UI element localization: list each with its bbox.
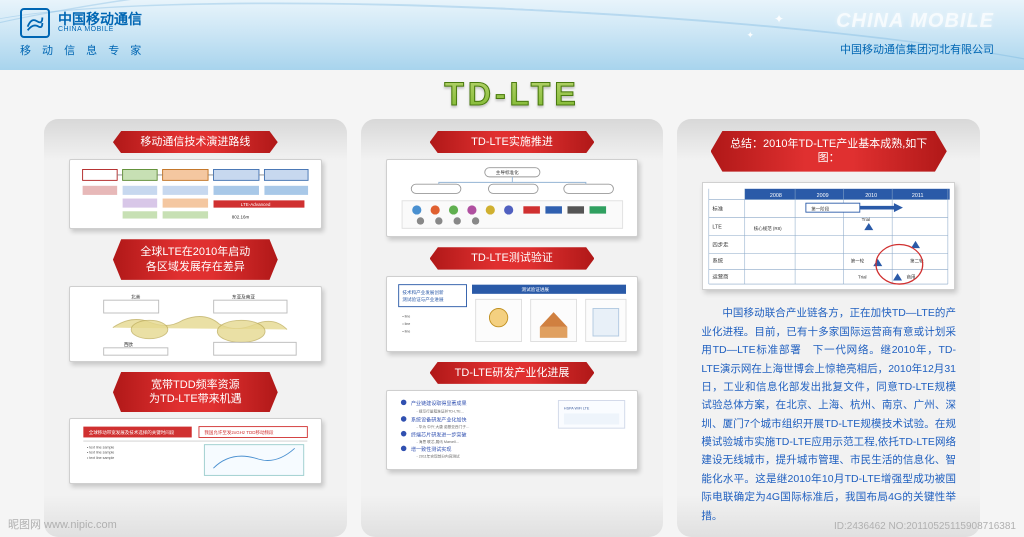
svg-text:技术和产业发展创新: 技术和产业发展创新: [402, 288, 444, 295]
logo-text-en: CHINA MOBILE: [58, 26, 142, 34]
svg-text:• line: • line: [402, 314, 410, 318]
svg-text:第一阶段: 第一阶段: [812, 205, 830, 212]
summary-body: 中国移动联合产业链各方，正在加快TD—LTE的产业化进程。目前，已有十多家国际运…: [691, 300, 966, 525]
svg-text:运营商: 运营商: [713, 272, 730, 280]
svg-text:2008: 2008: [770, 192, 782, 198]
banner-summary: 总结：2010年TD-LTE产业基本成熟,如下图：: [711, 131, 947, 172]
title-text: TD-LTE: [444, 76, 579, 112]
svg-text:HSPA WiFi LTE: HSPA WiFi LTE: [564, 407, 590, 411]
company-name: 中国移动通信集团河北有限公司: [836, 41, 994, 57]
banner-test: TD-LTE测试验证: [430, 247, 595, 269]
star-icon: ✦: [746, 30, 754, 41]
banner-global-lte: 全球LTE在2010年启动 各区域发展存在差异: [113, 239, 278, 280]
svg-text:测试验证进展: 测试验证进展: [521, 286, 549, 293]
svg-text:核心规范 (R8): 核心规范 (R8): [754, 225, 782, 232]
svg-text:• text line sample: • text line sample: [87, 457, 114, 461]
thumb-worldmap: 北美 东亚及南亚 西欧: [69, 286, 322, 362]
column-2: TD-LTE实施推进 主导标准化 TD-LTE测试验证: [361, 119, 664, 537]
logo-block: 中国移动通信 CHINA MOBILE: [20, 8, 142, 38]
svg-text:我国允许至发2xGHz TDD移动频段: 我国允许至发2xGHz TDD移动频段: [204, 429, 274, 436]
svg-text:系统: 系统: [713, 256, 724, 264]
svg-text:系统设备研发产业化加快: 系统设备研发产业化加快: [411, 417, 467, 424]
svg-text:802.16m: 802.16m: [232, 215, 250, 220]
image-id: ID:2436462 NO:20110525115908716381: [834, 521, 1016, 532]
svg-text:全球移动带宽发展及技术选择的关键时间段: 全球移动带宽发展及技术选择的关键时间段: [89, 429, 175, 436]
thumb-impl: 主导标准化: [386, 159, 639, 237]
timeline-chart: 2008 2009 2010 2011: [702, 182, 955, 291]
thumb-roadmap: LTE-Advanced 802.16m: [69, 159, 322, 229]
ghost-brand: CHINA MOBILE: [836, 10, 994, 33]
svg-text:2011: 2011: [912, 192, 924, 198]
svg-text:东亚及南亚: 东亚及南亚: [232, 293, 255, 300]
svg-text:2009: 2009: [817, 192, 829, 198]
banner-evolution: 移动通信技术演进路线: [113, 131, 278, 153]
svg-text:北美: 北美: [131, 293, 141, 300]
thumb-tdd: 全球移动带宽发展及技术选择的关键时间段 我国允许至发2xGHz TDD移动频段 …: [69, 418, 322, 484]
svg-text:• text line sample: • text line sample: [87, 451, 114, 455]
column-3: 总结：2010年TD-LTE产业基本成熟,如下图： 2008 2009 2010…: [677, 119, 980, 537]
svg-text:终端芯片研发进一步突破: 终端芯片研发进一步突破: [411, 431, 467, 438]
china-mobile-logo-icon: [20, 8, 50, 38]
svg-text:测试验证与产业进展: 测试验证与产业进展: [402, 296, 444, 303]
svg-text:四步走: 四步走: [713, 241, 730, 248]
svg-text:产业链建设取得显著成果: 产业链建设取得显著成果: [411, 400, 467, 407]
summary-paragraph: 中国移动联合产业链各方，正在加快TD—LTE的产业化进程。目前，已有十多家国际运…: [701, 304, 956, 525]
star-icon: ✦: [774, 12, 784, 26]
logo-text-cn: 中国移动通信: [58, 12, 142, 26]
page-title: TD-LTE: [0, 76, 1024, 113]
svg-text:- 2011年实现部分内容测试: - 2011年实现部分内容测试: [416, 454, 460, 459]
watermark: 昵图网 www.nipic.com: [8, 516, 117, 532]
header-banner: ✦ ✦ 中国移动通信 CHINA MOBILE 移 动 信 息 专 家 CHIN…: [0, 0, 1024, 70]
svg-text:- 规写行量程准证并TD-LTE…: - 规写行量程准证并TD-LTE…: [416, 408, 464, 413]
svg-text:• text line sample: • text line sample: [87, 446, 114, 450]
thumb-test: 技术和产业发展创新 测试验证与产业进展 测试验证进展 • line • line…: [386, 276, 639, 352]
thumb-rd: 产业链建设取得显著成果 - 规写行量程准证并TD-LTE… 系统设备研发产业化加…: [386, 390, 639, 470]
svg-text:第一轮: 第一轮: [851, 257, 865, 264]
svg-text:西欧: 西欧: [124, 341, 134, 348]
svg-text:增一致性测试实现: 增一致性测试实现: [411, 446, 451, 453]
tagline: 移 动 信 息 专 家: [20, 42, 145, 58]
content-columns: 移动通信技术演进路线 LTE-Advanced 802.: [0, 119, 1024, 537]
svg-text:商用: 商用: [907, 273, 916, 280]
svg-text:2010: 2010: [866, 192, 878, 198]
svg-text:Trial: Trial: [858, 274, 867, 279]
banner-tdd-spectrum: 宽带TDD频率资源 为TD-LTE带来机遇: [113, 372, 278, 413]
svg-text:LTE-Advanced: LTE-Advanced: [241, 202, 271, 207]
svg-text:LTE: LTE: [713, 224, 723, 230]
banner-impl: TD-LTE实施推进: [430, 131, 595, 153]
svg-text:• line: • line: [402, 329, 410, 333]
column-1: 移动通信技术演进路线 LTE-Advanced 802.: [44, 119, 347, 537]
svg-text:- 海思 联芯 展讯 Marvell…: - 海思 联芯 展讯 Marvell…: [416, 439, 459, 444]
svg-text:标准: 标准: [713, 204, 724, 212]
header-right: CHINA MOBILE 中国移动通信集团河北有限公司: [836, 10, 994, 57]
svg-text:Trial: Trial: [862, 217, 871, 222]
svg-text:- 华为 中兴 大唐 诺基亚西门子…: - 华为 中兴 大唐 诺基亚西门子…: [416, 424, 469, 429]
banner-rd: TD-LTE研发产业化进展: [430, 362, 595, 384]
svg-text:• line: • line: [402, 322, 410, 326]
svg-text:主导标准化: 主导标准化: [495, 169, 518, 176]
